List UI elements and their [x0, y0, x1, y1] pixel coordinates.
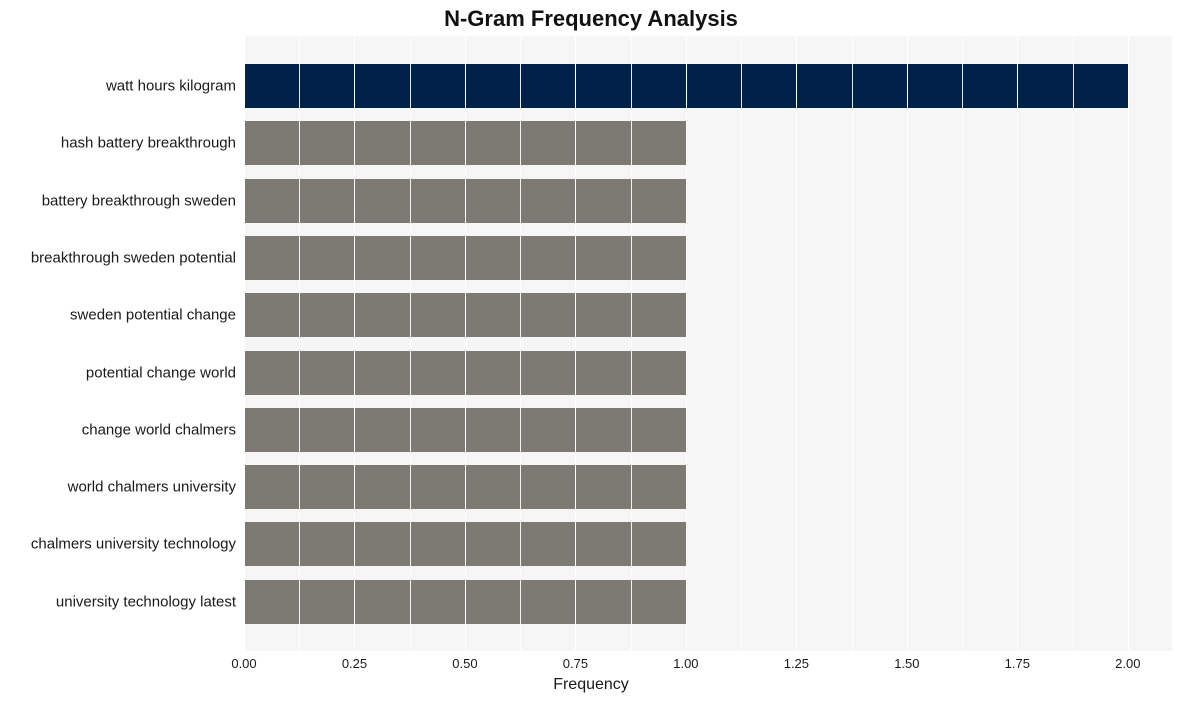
x-tick-label: 0.75 — [563, 656, 588, 671]
grid-line-minor — [1073, 36, 1074, 651]
y-tick-label: hash battery breakthrough — [0, 135, 236, 152]
plot-area — [244, 36, 1172, 651]
x-tick-label: 1.75 — [1005, 656, 1030, 671]
ngram-frequency-chart: N-Gram Frequency Analysis Frequency 0.00… — [0, 0, 1182, 701]
y-tick-label: sweden potential change — [0, 307, 236, 324]
grid-line-minor — [410, 36, 411, 651]
y-tick-label: change world chalmers — [0, 421, 236, 438]
grid-line-minor — [962, 36, 963, 651]
x-tick-label: 1.50 — [894, 656, 919, 671]
y-tick-label: battery breakthrough sweden — [0, 192, 236, 209]
x-tick-label: 2.00 — [1115, 656, 1140, 671]
x-tick-label: 0.25 — [342, 656, 367, 671]
grid-line — [796, 36, 797, 651]
chart-title: N-Gram Frequency Analysis — [0, 6, 1182, 32]
y-tick-label: chalmers university technology — [0, 536, 236, 553]
y-tick-label: potential change world — [0, 364, 236, 381]
grid-line-minor — [741, 36, 742, 651]
grid-line — [686, 36, 687, 651]
grid-line — [244, 36, 245, 651]
x-tick-label: 0.00 — [231, 656, 256, 671]
grid-line — [465, 36, 466, 651]
grid-line-minor — [852, 36, 853, 651]
grid-line — [907, 36, 908, 651]
x-axis-label: Frequency — [0, 676, 1182, 694]
grid-line — [1128, 36, 1129, 651]
y-tick-label: university technology latest — [0, 593, 236, 610]
grid-line-minor — [299, 36, 300, 651]
grid-line-minor — [631, 36, 632, 651]
x-tick-label: 1.25 — [784, 656, 809, 671]
y-tick-label: watt hours kilogram — [0, 78, 236, 95]
grid-line — [575, 36, 576, 651]
grid-line — [354, 36, 355, 651]
bars-layer — [244, 36, 1172, 651]
grid-line — [1017, 36, 1018, 651]
x-tick-label: 0.50 — [452, 656, 477, 671]
x-tick-label: 1.00 — [673, 656, 698, 671]
grid-line-minor — [520, 36, 521, 651]
y-tick-label: world chalmers university — [0, 479, 236, 496]
y-tick-label: breakthrough sweden potential — [0, 249, 236, 266]
